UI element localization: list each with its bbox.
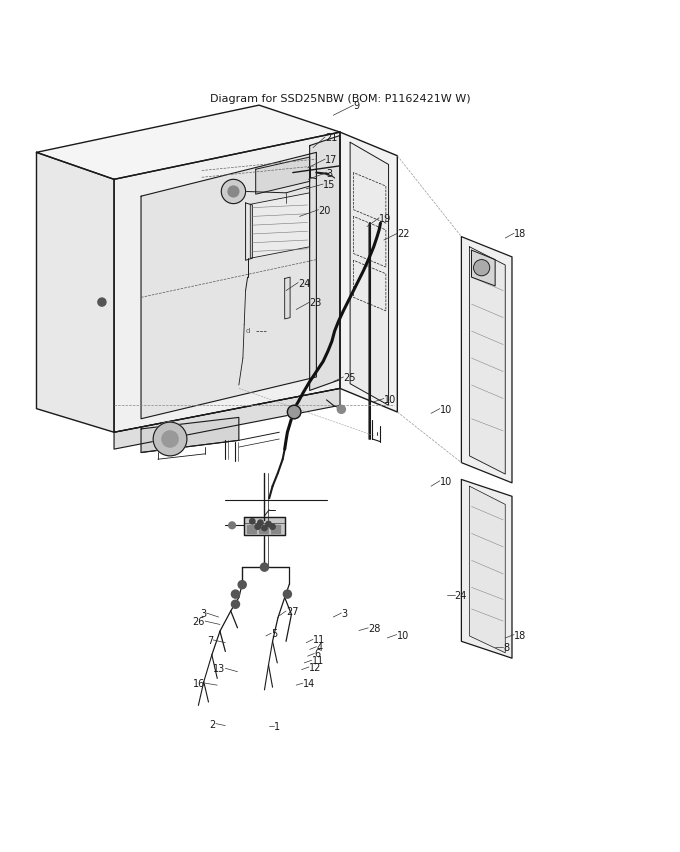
Polygon shape	[37, 153, 114, 433]
Polygon shape	[471, 250, 495, 286]
Circle shape	[221, 180, 245, 204]
Circle shape	[337, 406, 345, 414]
Circle shape	[238, 581, 246, 589]
Text: 10: 10	[384, 394, 396, 404]
Circle shape	[98, 299, 106, 307]
Text: 11: 11	[311, 655, 324, 665]
Polygon shape	[309, 136, 340, 391]
Circle shape	[228, 522, 235, 529]
Text: 24: 24	[299, 279, 311, 288]
Text: d: d	[245, 328, 250, 334]
Text: 22: 22	[397, 229, 410, 239]
Text: 19: 19	[379, 214, 392, 223]
Text: 7: 7	[207, 636, 214, 645]
Circle shape	[250, 519, 255, 524]
Text: 14: 14	[303, 678, 315, 688]
Circle shape	[260, 563, 269, 572]
Bar	[271, 526, 280, 534]
Text: 3: 3	[326, 169, 333, 178]
Text: 1: 1	[274, 721, 280, 731]
Circle shape	[231, 601, 239, 608]
Polygon shape	[350, 143, 388, 406]
Text: 27: 27	[286, 607, 299, 616]
Text: 6: 6	[314, 648, 320, 659]
Circle shape	[255, 524, 260, 530]
Circle shape	[284, 590, 292, 598]
Text: 3: 3	[201, 608, 207, 619]
Circle shape	[228, 187, 239, 198]
Text: 5: 5	[271, 629, 277, 638]
Polygon shape	[114, 133, 340, 433]
Bar	[259, 526, 268, 534]
Circle shape	[162, 431, 178, 447]
Text: 18: 18	[514, 229, 526, 239]
Polygon shape	[469, 247, 505, 475]
Polygon shape	[469, 486, 505, 653]
Polygon shape	[462, 238, 512, 483]
Text: 16: 16	[193, 678, 205, 688]
Text: 15: 15	[323, 180, 335, 190]
Circle shape	[231, 590, 239, 598]
Circle shape	[288, 406, 301, 419]
Text: 2: 2	[209, 719, 216, 728]
Text: 11: 11	[313, 635, 325, 645]
Text: 10: 10	[440, 476, 452, 486]
Text: 18: 18	[514, 630, 526, 640]
Polygon shape	[141, 418, 239, 453]
Text: 28: 28	[369, 623, 381, 633]
Text: 10: 10	[440, 404, 452, 414]
Text: 12: 12	[309, 662, 322, 672]
Text: 26: 26	[192, 616, 205, 626]
Polygon shape	[250, 193, 309, 259]
Polygon shape	[141, 153, 316, 419]
Bar	[247, 526, 256, 534]
Text: 3: 3	[341, 608, 347, 619]
Text: 25: 25	[343, 372, 356, 383]
Polygon shape	[340, 133, 397, 412]
Polygon shape	[285, 278, 290, 320]
Text: 9: 9	[354, 101, 360, 111]
Text: 21: 21	[325, 133, 337, 142]
Text: 17: 17	[325, 155, 337, 165]
Circle shape	[262, 526, 267, 531]
Text: 20: 20	[318, 205, 330, 216]
Text: 24: 24	[455, 590, 467, 601]
Circle shape	[266, 521, 271, 527]
Polygon shape	[462, 480, 512, 659]
Text: 23: 23	[309, 297, 322, 308]
Circle shape	[153, 423, 187, 457]
Text: 10: 10	[396, 630, 409, 640]
Text: 4: 4	[316, 642, 322, 652]
Circle shape	[270, 524, 275, 530]
Polygon shape	[256, 158, 309, 195]
Polygon shape	[245, 204, 252, 261]
Circle shape	[258, 521, 263, 526]
Polygon shape	[114, 389, 340, 450]
Circle shape	[473, 260, 490, 276]
Text: 13: 13	[213, 664, 225, 674]
Text: 8: 8	[503, 642, 509, 652]
Text: Diagram for SSD25NBW (BOM: P1162421W W): Diagram for SSD25NBW (BOM: P1162421W W)	[209, 94, 471, 104]
Polygon shape	[244, 517, 285, 535]
Polygon shape	[37, 106, 340, 180]
